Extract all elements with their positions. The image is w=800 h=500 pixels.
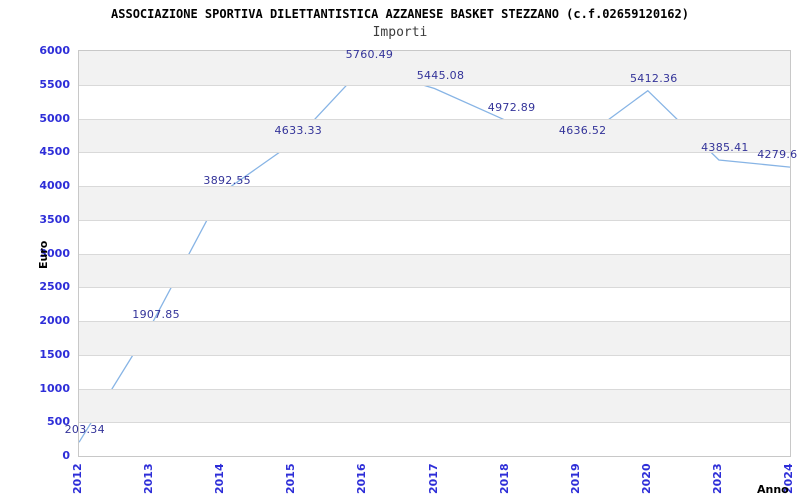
point-value-label: 4279.6 [757, 148, 798, 162]
grid-band [79, 118, 790, 153]
x-tick-label: 2020 [639, 463, 653, 494]
y-tick-label: 500 [47, 415, 70, 429]
y-tick-label: 1000 [39, 381, 70, 395]
y-axis-title: Euro [37, 240, 50, 269]
y-tick-label: 4500 [39, 145, 70, 159]
gridline [79, 287, 790, 288]
y-tick-label: 5500 [39, 77, 70, 91]
gridline [79, 85, 790, 86]
y-tick-label: 3500 [39, 212, 70, 226]
y-tick-label: 5000 [39, 111, 70, 125]
point-value-label: 4636.52 [558, 124, 607, 138]
line-series [79, 66, 790, 443]
gridline [79, 321, 790, 322]
x-tick-label: 2014 [213, 463, 227, 494]
x-tick-label: 2023 [710, 463, 724, 494]
gridline [79, 355, 790, 356]
point-value-label: 3892.55 [203, 174, 251, 188]
gridline [79, 254, 790, 255]
grid-band [79, 253, 790, 288]
chart-subtitle: Importi [372, 25, 428, 40]
gridline [79, 152, 790, 153]
gridline [79, 422, 790, 423]
y-tick-label: 1500 [39, 347, 70, 361]
point-value-label: 4385.41 [701, 140, 749, 154]
x-tick-label: 2015 [284, 463, 298, 494]
gridline [79, 389, 790, 390]
plot-area [78, 50, 791, 457]
point-value-label: 5760.49 [345, 48, 394, 62]
grid-band [79, 186, 790, 220]
x-tick-label: 2016 [355, 463, 369, 494]
y-tick-label: 3000 [39, 246, 70, 260]
y-tick-label: 2000 [39, 314, 70, 327]
point-value-label: 203.34 [64, 423, 105, 437]
gridline [79, 186, 790, 187]
point-value-label: 4972.89 [487, 101, 536, 115]
gridline [79, 220, 790, 221]
y-tick-label: 0 [62, 449, 70, 462]
y-tick-label: 2500 [39, 280, 70, 294]
point-value-label: 4633.33 [274, 124, 323, 138]
y-tick-label: 6000 [39, 44, 70, 57]
point-value-label: 1907.85 [132, 308, 180, 322]
grid-band [79, 321, 790, 355]
chart-title: ASSOCIAZIONE SPORTIVA DILETTANTISTICA AZ… [111, 7, 689, 21]
grid-band [79, 388, 790, 423]
point-value-label: 5412.36 [630, 71, 678, 85]
x-tick-label: 2019 [568, 463, 582, 494]
grid-band [79, 51, 790, 85]
point-value-label: 5445.08 [416, 69, 465, 83]
x-tick-label: 2012 [71, 463, 84, 494]
x-tick-label: 2017 [426, 463, 440, 494]
y-tick-label: 4000 [39, 179, 70, 192]
gridline [79, 119, 790, 120]
x-axis-title: Anno [757, 483, 789, 496]
x-tick-label: 2018 [497, 463, 511, 494]
x-tick-label: 2013 [142, 463, 156, 494]
